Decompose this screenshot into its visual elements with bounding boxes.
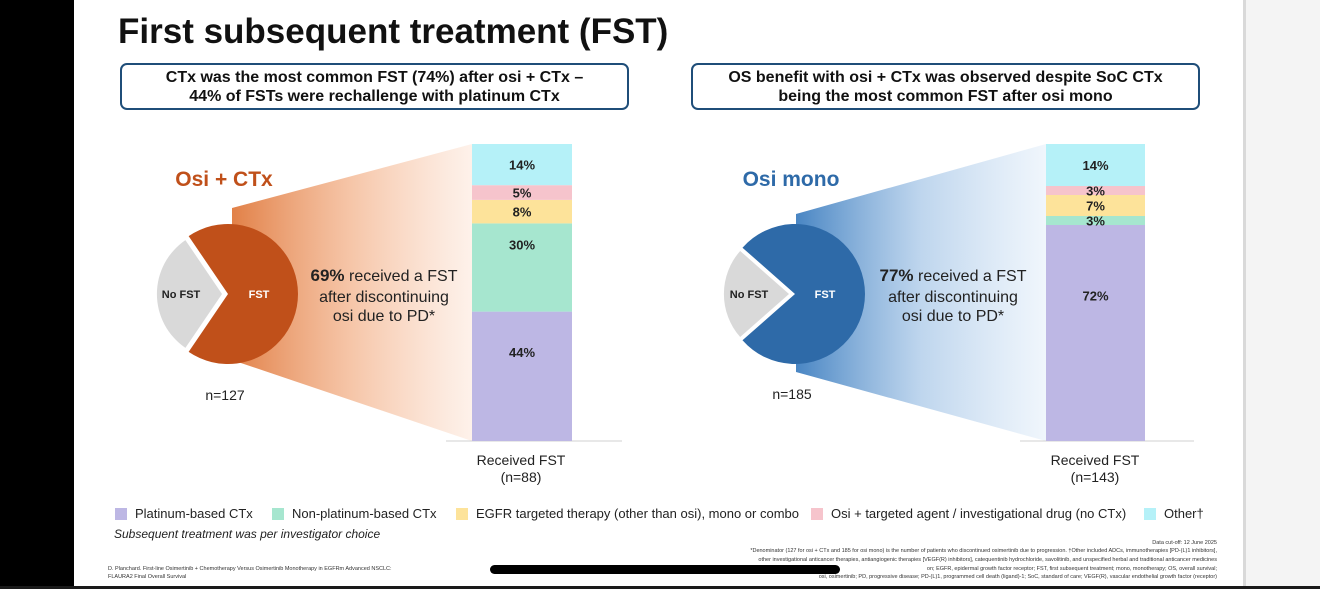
redaction-bar bbox=[490, 565, 840, 574]
annotation-left-line3: osi due to PD* bbox=[333, 308, 435, 325]
bar-right-label-egfr: 7% bbox=[1086, 199, 1105, 214]
annotation-left-pct: 69% bbox=[311, 266, 345, 285]
bar-left: 44% 30% 8% 5% 14% bbox=[472, 144, 572, 441]
bar-left-segment-non-platinum bbox=[472, 223, 572, 312]
bar-left-xlabel-line2: (n=88) bbox=[501, 469, 542, 485]
callout-left-line1: CTx was the most common FST (74%) after … bbox=[165, 68, 584, 86]
pie-left-label-no-fst: No FST bbox=[162, 289, 201, 301]
annotation-left-line1: 69% received a FST bbox=[311, 266, 458, 285]
legend-label-other: Other† bbox=[1164, 506, 1204, 521]
viewer-bottom-edge bbox=[0, 586, 1320, 589]
bar-left-segment-other bbox=[472, 144, 572, 186]
bar-right-segment-non-platinum bbox=[1046, 216, 1145, 225]
callout-right-line1: OS benefit with osi + CTx was observed d… bbox=[728, 68, 1163, 86]
footer-denominator-line2: other investigational anticancer therapi… bbox=[758, 557, 1217, 563]
pie-right-label-fst: FST bbox=[815, 289, 836, 301]
legend-swatch-other bbox=[1144, 507, 1156, 520]
bar-right-segment-platinum bbox=[1046, 225, 1145, 441]
legend-label-non-platinum: Non-platinum-based CTx bbox=[292, 506, 437, 521]
legend-item-platinum: Platinum-based CTx bbox=[115, 506, 253, 521]
pie-left-slice-no-fst bbox=[156, 240, 222, 348]
legend-item-egfr: EGFR targeted therapy (other than osi), … bbox=[456, 506, 799, 521]
bar-right-label-osi-targeted: 3% bbox=[1086, 184, 1105, 199]
bar-right-segment-other bbox=[1046, 144, 1145, 186]
bar-left-segment-egfr bbox=[472, 199, 572, 224]
pie-right-slice-fst bbox=[742, 223, 865, 364]
footer-abbrev-line1: on; EGFR, epidermal growth factor recept… bbox=[926, 566, 1217, 572]
callout-left-line2: 44% of FSTs were rechallenge with platin… bbox=[189, 87, 560, 105]
legend-swatch-platinum bbox=[115, 507, 127, 520]
footer-abbrev-line2: osi, osimertinib; PD, progressive diseas… bbox=[818, 574, 1217, 580]
legend-swatch-osi-targeted bbox=[811, 507, 823, 520]
footer-citation-line2: FLAURA2 Final Overall Survival bbox=[108, 574, 187, 580]
pie-right-label-no-fst: No FST bbox=[730, 289, 769, 301]
bar-left-xlabel-line1: Received FST bbox=[477, 452, 566, 468]
legend-label-egfr: EGFR targeted therapy (other than osi), … bbox=[476, 506, 799, 521]
pie-left-title: Osi + CTx bbox=[175, 168, 273, 191]
pie-right-slice-no-fst bbox=[723, 250, 789, 338]
callout-right: OS benefit with osi + CTx was observed d… bbox=[691, 63, 1200, 110]
pie-right-n: n=185 bbox=[772, 386, 812, 402]
bar-right-label-platinum: 72% bbox=[1082, 289, 1108, 304]
legend-item-non-platinum: Non-platinum-based CTx bbox=[272, 506, 437, 521]
callout-left: CTx was the most common FST (74%) after … bbox=[120, 63, 629, 110]
bar-right-xlabel-line2: (n=143) bbox=[1071, 469, 1120, 485]
bar-right-segment-egfr bbox=[1046, 195, 1145, 216]
legend-label-osi-targeted: Osi + targeted agent / investigational d… bbox=[831, 506, 1127, 521]
bar-right-label-other: 14% bbox=[1082, 158, 1108, 173]
annotation-left-line2: after discontinuing bbox=[319, 289, 449, 306]
footer-citation-line1: D. Planchard. First-line Osimertinib + C… bbox=[108, 566, 392, 572]
funnel-left bbox=[232, 144, 472, 441]
viewer-edge-line bbox=[1243, 0, 1246, 589]
pie-left-slice-fst bbox=[188, 224, 298, 364]
bar-left-label-non-platinum: 30% bbox=[509, 237, 535, 252]
bar-left-label-osi-targeted: 5% bbox=[513, 186, 532, 201]
footer-data-cutoff: Data cut-off: 12 June 2025 bbox=[1152, 540, 1217, 546]
pie-right-title: Osi mono bbox=[743, 168, 840, 191]
bar-left-label-egfr: 8% bbox=[513, 205, 532, 220]
viewer-edge bbox=[1246, 0, 1320, 589]
legend-label-platinum: Platinum-based CTx bbox=[135, 506, 253, 521]
pie-left-label-fst: FST bbox=[249, 289, 270, 301]
legend-swatch-egfr bbox=[456, 507, 468, 520]
slide-title: First subsequent treatment (FST) bbox=[118, 12, 669, 51]
footer-denominator-line1: *Denominator (127 for osi + CTx and 185 … bbox=[750, 548, 1217, 554]
legend-item-other: Other† bbox=[1144, 506, 1204, 521]
annotation-right-line1: 77% received a FST bbox=[880, 266, 1027, 285]
pie-left: No FST FST bbox=[156, 224, 298, 364]
callout-right-line2: being the most common FST after osi mono bbox=[778, 87, 1113, 105]
footnote-note: Subsequent treatment was per investigato… bbox=[114, 527, 381, 541]
legend-swatch-non-platinum bbox=[272, 507, 284, 520]
bar-right-segment-osi-targeted bbox=[1046, 186, 1145, 195]
annotation-left-text1: received a FST bbox=[345, 268, 458, 285]
pie-left-n: n=127 bbox=[205, 387, 245, 403]
bar-left-label-platinum: 44% bbox=[509, 345, 535, 360]
bar-right-label-non-platinum: 3% bbox=[1086, 214, 1105, 229]
annotation-right-line2: after discontinuing bbox=[888, 289, 1018, 306]
annotation-right-text1: received a FST bbox=[914, 268, 1027, 285]
bar-right: 72% 3%7%3% 14% bbox=[1046, 144, 1145, 441]
legend-item-osi-targeted: Osi + targeted agent / investigational d… bbox=[811, 506, 1126, 521]
bar-left-segment-osi-targeted bbox=[472, 185, 572, 200]
annotation-right-pct: 77% bbox=[880, 266, 914, 285]
pie-right: No FST FST bbox=[723, 223, 865, 364]
funnel-right bbox=[796, 144, 1046, 441]
bar-left-segment-platinum bbox=[472, 311, 572, 441]
bar-left-label-other: 14% bbox=[509, 158, 535, 173]
bar-right-xlabel-line1: Received FST bbox=[1051, 452, 1140, 468]
annotation-right-line3: osi due to PD* bbox=[902, 308, 1004, 325]
